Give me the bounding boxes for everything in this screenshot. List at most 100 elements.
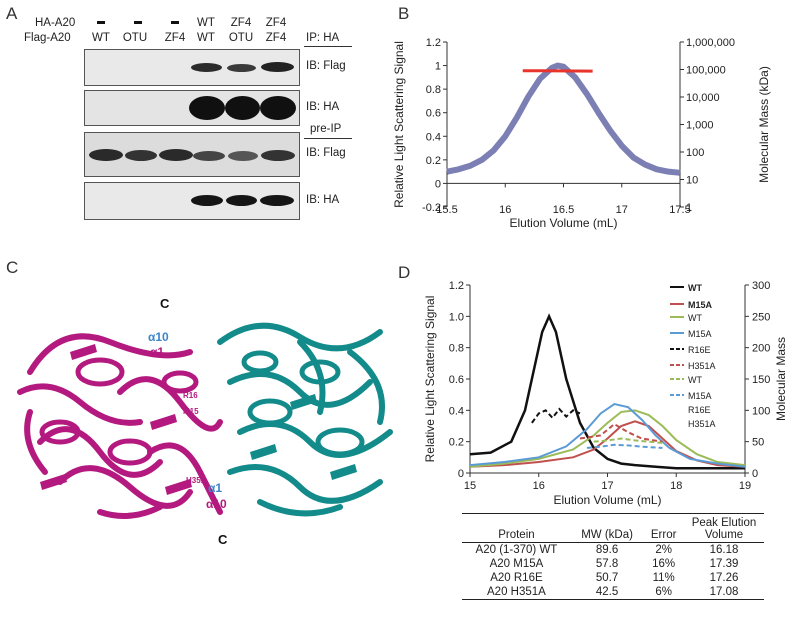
x-tick-label: 17.5 [669,204,690,216]
teal-sheets [250,394,357,480]
ha-a20-row-label: HA-A20 [35,17,76,29]
band [191,63,222,72]
legend-label: WT [688,313,702,323]
table-cell: 16.18 [709,544,739,556]
legend-label: M15A [688,329,712,339]
panel-a-label: A [6,4,18,23]
table-cell: 17.26 [709,572,739,584]
y2-tick-label: 1,000 [686,120,714,132]
table-header-mw: MW (kDa) [581,529,633,541]
alpha10-label-blue: α10 [148,330,169,344]
y2-tick-label: 10 [686,175,698,187]
protein-structure-image [17,322,393,519]
y-tick-label: 0.8 [449,343,464,355]
band [225,96,260,120]
table-header-protein: Protein [498,529,535,541]
y-tick-label: 0.2 [426,155,441,167]
table-cell: 42.5 [595,586,619,598]
legend-label: M15A [688,300,713,310]
y2-tick-label: 200 [752,343,770,355]
series-line [531,407,581,424]
alpha1-label-blue: α1 [208,481,223,495]
legend-label: R16E [688,345,711,355]
blot-preip-ha [84,182,300,220]
h351-label: H351 [186,476,206,485]
alpha1-label-magenta: α1 [150,345,165,359]
ip-underline [304,46,352,47]
x-tick-label: 19 [739,480,751,492]
table-row: A20 M15A 57.8 16% 17.39 [462,557,764,571]
legend-label: WT [688,283,702,293]
blot-ip-ha [84,90,300,126]
magenta-monomer [17,333,223,519]
y-tick-label: 0.6 [449,374,464,386]
chart-d: 0 0.2 0.4 0.6 0.8 1.0 1.2 0 50 100 150 200 250 300 15 1… [423,280,788,507]
magenta-sheets [40,344,192,495]
c-terminus-label: C [218,532,228,547]
preip-underline [304,138,352,139]
ha-empty-marker [134,21,142,24]
table-row: A20 (1-370) WT 89.6 2% 16.18 [462,543,764,558]
panel-c-label: C [6,258,19,277]
y2-tick-label: 100 [752,405,770,417]
flag-header-wt: WT [197,32,215,44]
legend-label: R16E [688,405,711,415]
preip-label: pre-IP [310,123,342,135]
ha-header-zf4: ZF4 [265,17,287,29]
x-tick-label: 17 [616,204,628,216]
y-axis-label: Relative Light Scattering Signal [392,41,406,208]
band [189,96,225,120]
table-cell: 89.6 [595,544,619,556]
series-line [469,409,746,468]
band [261,62,294,72]
x-tick-label: 15 [464,480,476,492]
band [159,149,193,161]
r16-label: R16 [183,391,198,400]
y-tick-label: 0.2 [449,437,464,449]
blot3-label: IB: Flag [306,147,346,159]
x-tick-label: 17 [601,480,613,492]
ha-empty-marker [97,21,105,24]
y2-tick-label: 300 [752,280,770,292]
y-tick-label: 0.4 [449,405,464,417]
x-tick-label: 16 [533,480,545,492]
y-tick-label: 0 [435,178,441,190]
band [260,96,296,120]
series-line [469,402,746,468]
band [89,149,123,161]
c-terminus-label: C [160,296,170,311]
table-row: A20 H351A 42.5 6% 17.08 [462,585,764,600]
flag-a20-row-label: Flag-A20 [24,32,71,44]
y-tick-label: 0.8 [426,84,441,96]
x-tick-label: 15.5 [436,204,457,216]
table-cell: 2% [655,544,672,556]
y2-tick-label: 0 [752,468,758,480]
band [228,151,258,161]
table-cell: 11% [652,572,675,584]
table-header-error: Error [650,529,677,541]
x-axis-label: Elution Volume (mL) [553,493,661,507]
y-tick-label: 0.6 [426,108,441,120]
y2-axis-label: Molecular Mass (kDa) [757,66,771,183]
light-scattering-line [446,62,681,176]
series-line [586,443,663,449]
legend-label: M15A [688,391,712,401]
band [261,150,295,161]
teal-monomer [217,322,393,517]
y2-tick-label: 50 [752,437,764,449]
series-line [579,422,663,443]
y-axis-label: Relative Light Scattering Signal [423,296,437,463]
chart-b: -0.200.20.40.60.811.215.5 16 16.5 17 17.5110… [392,37,771,230]
band [227,64,256,72]
y-tick-label: -0.2 [422,202,441,214]
legend-label: H351A [688,361,716,371]
y2-tick-label: 100 [686,147,704,159]
table-cell: A20 H351A [487,586,546,598]
blot-ip-flag [84,49,300,86]
y-tick-label: 1.2 [449,280,464,292]
table-cell: 57.8 [595,558,619,570]
table-cell: A20 R16E [490,572,543,584]
results-table: Protein MW (kDa) Error Peak Elution Volu… [462,516,764,600]
flag-header-wt: WT [92,32,110,44]
table-cell: 50.7 [595,572,619,584]
